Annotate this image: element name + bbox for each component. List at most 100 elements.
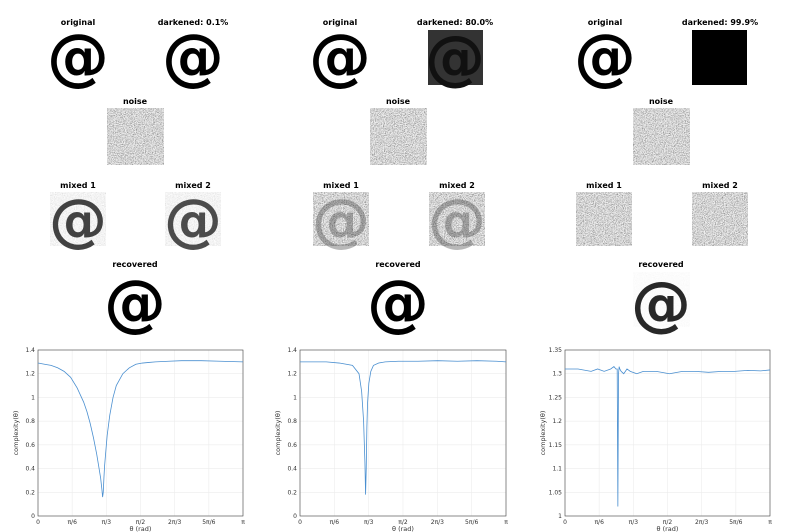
svg-text:@: @ xyxy=(312,186,370,254)
recovered-title: recovered xyxy=(375,260,421,269)
y-tick-label: 1.4 xyxy=(287,347,297,354)
svg-text:@: @ xyxy=(49,186,107,254)
svg-text:@: @ xyxy=(574,20,636,93)
y-tick-label: 0.6 xyxy=(287,442,297,449)
svg-text:@: @ xyxy=(104,266,166,339)
axes-box xyxy=(564,349,771,517)
y-tick-label: 1.15 xyxy=(549,442,563,449)
y-tick-label: 0 xyxy=(31,513,35,520)
y-tick-label: 1.2 xyxy=(552,418,562,425)
x-tick-label: π/3 xyxy=(629,519,639,526)
x-tick-label: 2π/3 xyxy=(431,519,444,526)
y-tick-label: 1.2 xyxy=(25,371,35,378)
darkened-image: @ xyxy=(162,20,224,93)
x-tick-label: π/2 xyxy=(663,519,673,526)
column-3: original @ darkened: 99.9% noise mixed 1… xyxy=(574,18,758,339)
darkened-image: @ xyxy=(425,23,485,93)
x-tick-label: 2π/3 xyxy=(695,519,708,526)
y-tick-label: 1.25 xyxy=(549,394,563,401)
mixed2-image: @ xyxy=(164,186,222,254)
x-tick-label: 0 xyxy=(298,519,302,526)
y-tick-label: 1 xyxy=(31,394,35,401)
y-tick-label: 1.3 xyxy=(552,371,562,378)
x-tick-label: π/2 xyxy=(136,519,146,526)
series-line xyxy=(300,360,507,495)
x-tick-label: π/6 xyxy=(67,519,77,526)
noise-title: noise xyxy=(123,97,148,106)
y-tick-label: 0.6 xyxy=(25,442,35,449)
x-axis-label: θ (rad) xyxy=(130,525,152,532)
original-image: @ xyxy=(574,20,636,93)
series-line xyxy=(565,366,771,507)
x-axis-label: θ (rad) xyxy=(657,525,679,532)
x-tick-label: 0 xyxy=(563,519,567,526)
axes-box xyxy=(299,349,507,517)
x-tick-label: 0 xyxy=(36,519,40,526)
y-tick-label: 0 xyxy=(293,513,297,520)
svg-text:@: @ xyxy=(425,23,485,93)
y-tick-label: 0.2 xyxy=(25,489,35,496)
mixed2-title: mixed 2 xyxy=(702,181,738,190)
x-tick-label: π xyxy=(768,519,772,526)
x-tick-label: 5π/6 xyxy=(465,519,478,526)
original-image: @ xyxy=(309,20,371,93)
darkened-title: darkened: 99.9% xyxy=(682,18,758,27)
original-title: original xyxy=(323,18,358,27)
complexity-chart-2: 0 0.2 0.4 0.6 0.8 1 1.2 1.4 0 π/6 π/3 π/2 2π/3 5π/6 π θ… xyxy=(274,347,508,532)
original-title: original xyxy=(588,18,623,27)
svg-text:@: @ xyxy=(164,186,222,254)
recovered-title: recovered xyxy=(112,260,158,269)
recovered-image: @ xyxy=(631,269,691,339)
svg-text:@: @ xyxy=(631,269,691,339)
axes-box xyxy=(37,349,244,517)
y-tick-label: 1.2 xyxy=(287,371,297,378)
noise-title: noise xyxy=(386,97,411,106)
svg-text:@: @ xyxy=(367,266,429,339)
svg-text:@: @ xyxy=(47,20,109,93)
mixed1-title: mixed 1 xyxy=(60,181,96,190)
x-axis-label: θ (rad) xyxy=(392,525,414,532)
x-tick-label: 2π/3 xyxy=(168,519,181,526)
x-tick-label: π/3 xyxy=(102,519,112,526)
y-tick-label: 0.8 xyxy=(287,418,297,425)
complexity-chart-3: 1 1.05 1.1 1.15 1.2 1.25 1.3 1.35 0 π/6 π/3 π/2 2π/3… xyxy=(539,347,772,532)
y-tick-label: 1.35 xyxy=(549,347,563,354)
y-tick-label: 1.05 xyxy=(549,489,563,496)
recovered-image: @ xyxy=(104,266,166,339)
y-tick-label: 0.4 xyxy=(287,466,297,473)
mixed1-title: mixed 1 xyxy=(323,181,359,190)
svg-text:@: @ xyxy=(309,20,371,93)
svg-text:@: @ xyxy=(428,186,486,254)
column-1: original @ darkened: 0.1% @ noise mixed … xyxy=(47,18,228,339)
x-tick-label: 5π/6 xyxy=(202,519,215,526)
mixed1-image: @ xyxy=(49,186,107,254)
y-axis-label: complexity(θ) xyxy=(274,411,282,456)
darkened-title: darkened: 80.0% xyxy=(417,18,493,27)
x-tick-label: π/2 xyxy=(398,519,408,526)
y-tick-label: 1.4 xyxy=(25,347,35,354)
y-tick-label: 0.4 xyxy=(25,466,35,473)
noise-image xyxy=(107,108,164,165)
y-tick-label: 1 xyxy=(558,513,562,520)
x-tick-label: 5π/6 xyxy=(729,519,742,526)
noise-image xyxy=(633,108,690,165)
svg-text:@: @ xyxy=(162,20,224,93)
recovered-image: @ xyxy=(367,266,429,339)
x-tick-label: π xyxy=(241,519,245,526)
mixed2-title: mixed 2 xyxy=(175,181,211,190)
mixed2-image xyxy=(692,192,748,246)
y-axis-label: complexity(θ) xyxy=(12,411,20,456)
darkened-title: darkened: 0.1% xyxy=(158,18,229,27)
x-tick-label: π/6 xyxy=(594,519,604,526)
recovered-title: recovered xyxy=(638,260,684,269)
column-2: original @ darkened: 80.0% @ noise mixed… xyxy=(309,18,493,339)
mixed1-title: mixed 1 xyxy=(586,181,622,190)
y-tick-label: 1 xyxy=(293,394,297,401)
series-line xyxy=(37,360,244,498)
y-tick-label: 1.1 xyxy=(552,466,562,473)
y-tick-label: 0.2 xyxy=(287,489,297,496)
original-image: @ xyxy=(47,20,109,93)
mixed2-title: mixed 2 xyxy=(439,181,475,190)
x-tick-label: π/3 xyxy=(364,519,374,526)
